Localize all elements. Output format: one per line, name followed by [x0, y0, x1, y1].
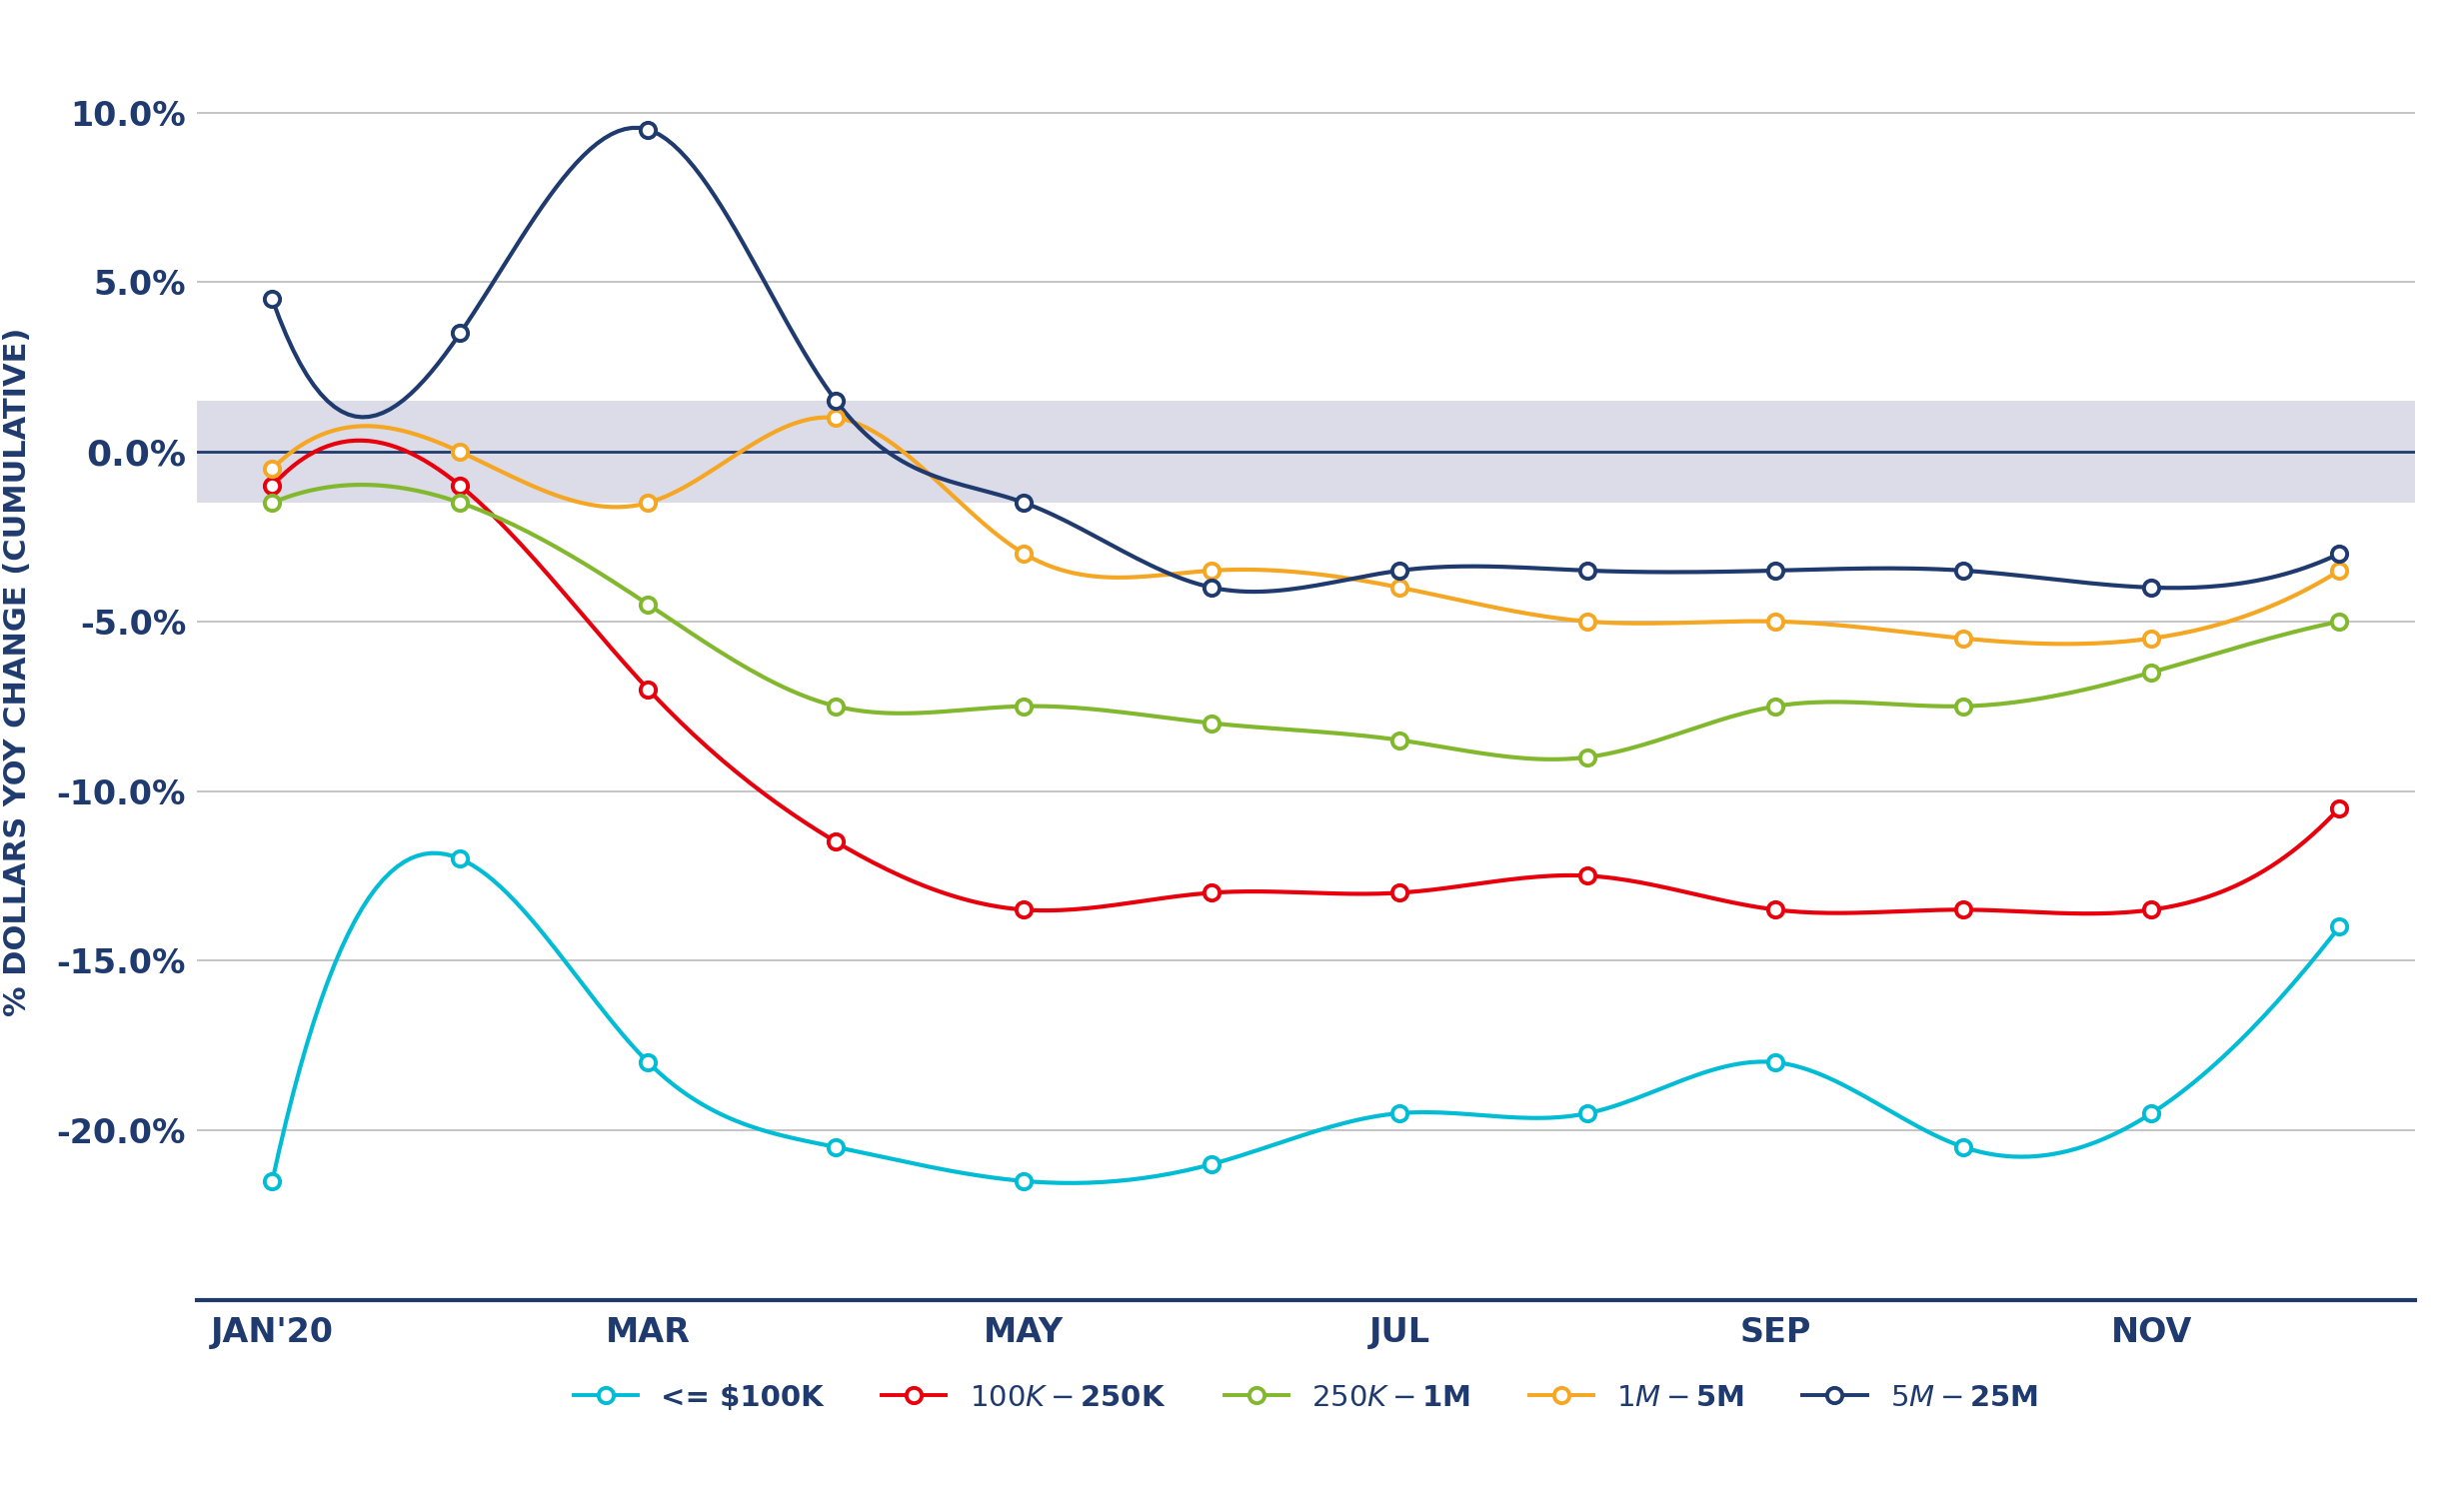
Y-axis label: % DOLLARS YOY CHANGE (CUMULATIVE): % DOLLARS YOY CHANGE (CUMULATIVE): [2, 327, 32, 1017]
Legend: <= $100K, $100K - $250K, $250K - $1M, $1M - $5M, $5M - $25M: <= $100K, $100K - $250K, $250K - $1M, $1…: [562, 1371, 2050, 1424]
Bar: [197, 400, 2415, 502]
